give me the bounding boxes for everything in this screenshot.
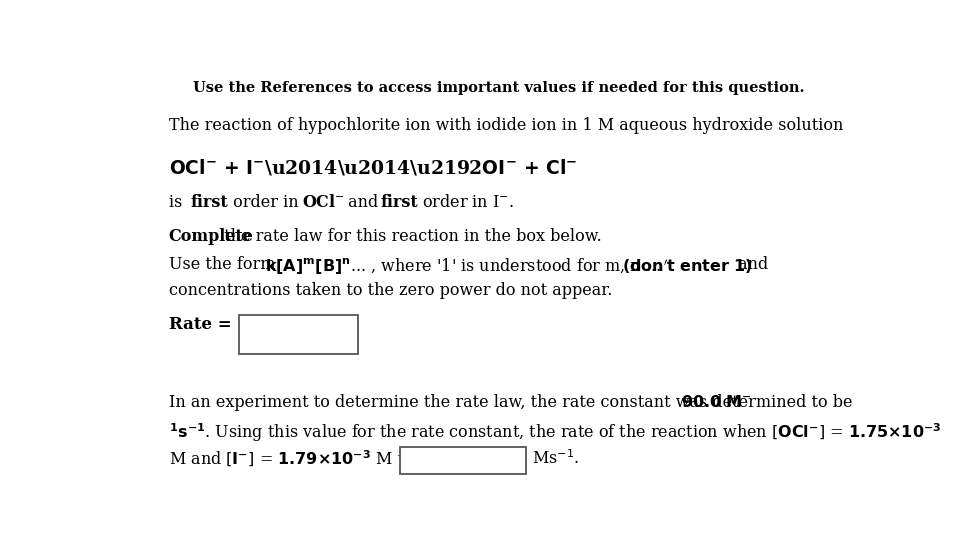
Bar — [239, 315, 358, 353]
Text: and: and — [733, 256, 768, 273]
Text: $\mathbf{OCl^{-}}$ $\mathbf{+}$ $\mathbf{I^{-}}$\u2014\u2014\u2192$\mathbf{OI^{-: $\mathbf{OCl^{-}}$ $\mathbf{+}$ $\mathbf… — [169, 158, 577, 178]
Bar — [399, 447, 526, 474]
Text: The reaction of hypochlorite ion with iodide ion in 1 M aqueous hydroxide soluti: The reaction of hypochlorite ion with io… — [169, 117, 843, 134]
Text: order in: order in — [228, 195, 304, 212]
Text: Ms$^{-1}$.: Ms$^{-1}$. — [533, 449, 580, 467]
Text: $\mathbf{k[A]^{m}[B]^{n}}$... , where '1' is understood for m, n ...: $\mathbf{k[A]^{m}[B]^{n}}$... , where '1… — [265, 256, 662, 277]
Text: first: first — [191, 195, 229, 212]
Text: Use the References to access important values if needed for this question.: Use the References to access important v… — [194, 81, 805, 94]
Text: first: first — [380, 195, 418, 212]
Text: is: is — [169, 195, 187, 212]
Text: Complete: Complete — [169, 228, 253, 245]
Text: $\mathbf{90.0\ M^{-}}$: $\mathbf{90.0\ M^{-}}$ — [681, 394, 752, 411]
Text: OCl$^{-}$: OCl$^{-}$ — [302, 195, 345, 212]
Text: concentrations taken to the zero power do not appear.: concentrations taken to the zero power d… — [169, 282, 612, 299]
Text: In an experiment to determine the rate law, the rate constant was determined to : In an experiment to determine the rate l… — [169, 394, 857, 411]
Text: M and $[\mathbf{I^{-}}]$ = $\mathbf{1.79{\times}10^{-3}}$ M would be: M and $[\mathbf{I^{-}}]$ = $\mathbf{1.79… — [169, 449, 471, 469]
Text: and: and — [343, 195, 384, 212]
Text: order in I$^{-}$.: order in I$^{-}$. — [417, 195, 514, 212]
Text: the rate law for this reaction in the box below.: the rate law for this reaction in the bo… — [219, 228, 602, 245]
Text: $\mathbf{(don't\ enter\ 1)}$: $\mathbf{(don't\ enter\ 1)}$ — [621, 256, 752, 276]
Text: Use the form: Use the form — [169, 256, 281, 273]
Text: $^{\mathbf{1}}$$\mathbf{s^{-1}}$. Using this value for the rate constant, the ra: $^{\mathbf{1}}$$\mathbf{s^{-1}}$. Using … — [169, 421, 941, 444]
Text: Rate =: Rate = — [169, 316, 231, 333]
